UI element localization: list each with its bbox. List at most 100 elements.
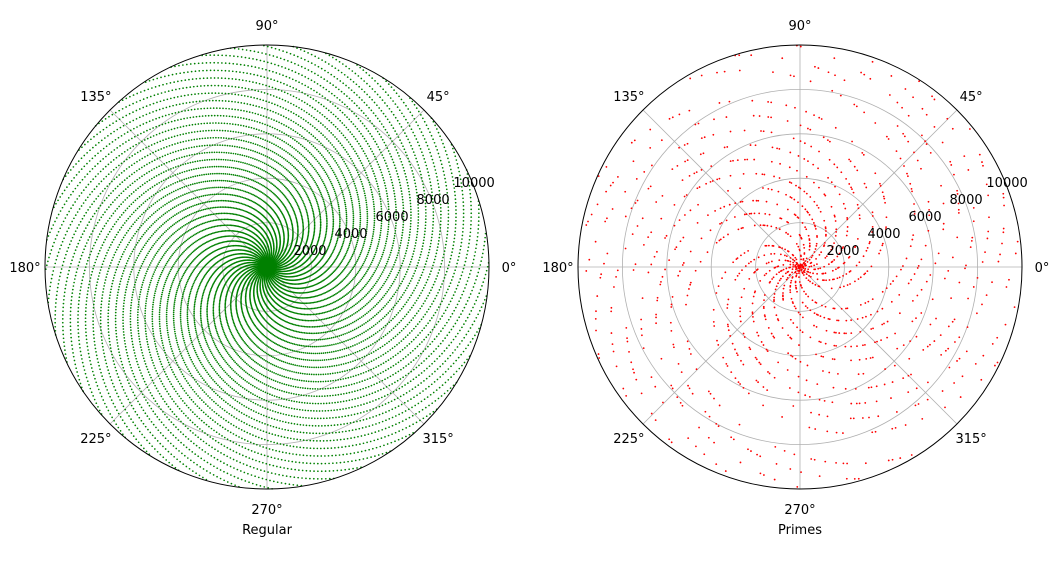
data-point [286, 188, 288, 190]
data-point [286, 160, 289, 163]
data-point [306, 195, 309, 197]
data-point [171, 224, 174, 227]
data-point [202, 208, 205, 211]
data-point [268, 354, 271, 357]
data-point [312, 301, 315, 304]
data-point [252, 359, 255, 362]
data-point [257, 354, 259, 357]
data-point [312, 166, 315, 169]
data-point [173, 223, 176, 225]
data-point [194, 204, 196, 207]
data-point [285, 369, 287, 371]
data-point [194, 182, 196, 185]
data-point [325, 214, 328, 216]
data-point [201, 348, 203, 351]
data-point [193, 321, 196, 324]
data-point [316, 352, 319, 355]
data-point [189, 274, 192, 277]
data-point [355, 243, 358, 246]
data-point [209, 220, 212, 223]
data-point [332, 223, 335, 226]
data-point [197, 287, 200, 290]
data-point [319, 338, 322, 341]
data-point [186, 313, 189, 316]
data-point [172, 279, 175, 282]
data-point [307, 171, 310, 174]
data-point [158, 261, 161, 264]
data-point [220, 199, 223, 202]
data-point [309, 319, 312, 322]
data-point [333, 315, 336, 317]
data-point [350, 322, 352, 325]
data-point [320, 325, 322, 328]
data-point [317, 205, 320, 208]
data-point [325, 173, 328, 175]
data-point [325, 345, 327, 347]
data-point [305, 313, 307, 316]
data-point [346, 324, 349, 327]
data-point [208, 220, 210, 223]
data-point [310, 206, 313, 208]
data-point [261, 169, 264, 171]
data-point [219, 224, 222, 227]
data-point [193, 301, 196, 304]
data-point [206, 312, 208, 314]
data-point [307, 217, 309, 220]
data-point [370, 263, 372, 266]
data-point [275, 343, 278, 345]
data-point [370, 277, 372, 279]
data-point [187, 229, 190, 232]
data-point [298, 337, 300, 340]
data-point [346, 263, 349, 265]
data-point [288, 348, 290, 351]
data-point [280, 338, 283, 341]
data-point [229, 187, 231, 189]
data-point [315, 200, 318, 203]
data-point [212, 314, 215, 317]
data-point [300, 163, 303, 166]
data-point [350, 279, 353, 282]
data-point [303, 202, 305, 205]
data-point [296, 357, 299, 360]
data-point [303, 204, 306, 206]
data-point [328, 330, 330, 333]
data-point [196, 218, 198, 220]
data-point [197, 338, 200, 341]
data-point [193, 316, 196, 318]
data-point [262, 366, 264, 369]
data-point [294, 336, 297, 339]
data-point [368, 267, 370, 269]
data-point [238, 208, 241, 211]
data-point [174, 262, 176, 264]
data-point [290, 363, 293, 366]
data-point [307, 182, 309, 185]
data-point [186, 256, 189, 259]
data-point [344, 276, 347, 279]
data-point [270, 166, 273, 169]
data-point [189, 228, 191, 231]
data-point [223, 331, 225, 334]
data-point [291, 174, 294, 176]
data-point [219, 230, 221, 233]
data-point [199, 216, 202, 219]
data-point [162, 287, 165, 290]
data-point [159, 259, 162, 262]
data-point [188, 237, 191, 240]
data-point [219, 339, 222, 341]
data-point [282, 166, 285, 168]
data-point [300, 365, 303, 368]
data-point [318, 208, 320, 211]
data-point [225, 316, 228, 319]
data-point [331, 232, 334, 234]
data-point [359, 221, 362, 224]
data-point [331, 230, 334, 233]
data-point [221, 193, 223, 195]
data-point [229, 366, 232, 369]
data-point [354, 303, 357, 306]
data-point [157, 263, 160, 266]
data-point [168, 257, 171, 260]
data-point [226, 339, 229, 342]
data-point [317, 173, 320, 176]
data-point [303, 319, 305, 322]
data-point [215, 212, 218, 215]
